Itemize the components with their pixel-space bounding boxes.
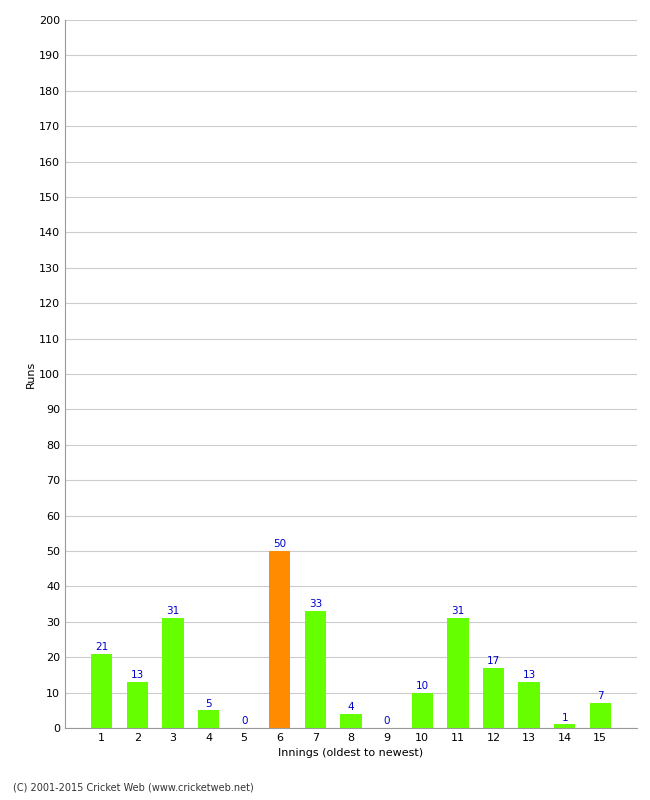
Bar: [341, 714, 361, 728]
Y-axis label: Runs: Runs: [26, 360, 36, 388]
Text: 21: 21: [95, 642, 109, 652]
Text: 13: 13: [131, 670, 144, 680]
Text: 0: 0: [241, 716, 248, 726]
Text: 33: 33: [309, 599, 322, 610]
Bar: [162, 618, 183, 728]
Text: 7: 7: [597, 691, 604, 702]
Text: 10: 10: [415, 681, 429, 691]
Text: 50: 50: [273, 539, 287, 550]
Bar: [519, 682, 540, 728]
Text: 13: 13: [523, 670, 536, 680]
Text: 0: 0: [384, 716, 390, 726]
Bar: [590, 703, 611, 728]
Text: (C) 2001-2015 Cricket Web (www.cricketweb.net): (C) 2001-2015 Cricket Web (www.cricketwe…: [13, 782, 254, 792]
Bar: [198, 710, 219, 728]
Text: 31: 31: [451, 606, 465, 617]
Bar: [127, 682, 148, 728]
Text: 17: 17: [487, 656, 500, 666]
Bar: [91, 654, 112, 728]
Bar: [554, 725, 575, 728]
Bar: [483, 668, 504, 728]
Text: 5: 5: [205, 698, 212, 709]
Text: 1: 1: [562, 713, 568, 722]
Bar: [305, 611, 326, 728]
Text: 31: 31: [166, 606, 179, 617]
Text: 4: 4: [348, 702, 354, 712]
Bar: [411, 693, 433, 728]
Bar: [269, 551, 291, 728]
X-axis label: Innings (oldest to newest): Innings (oldest to newest): [278, 749, 424, 758]
Bar: [447, 618, 469, 728]
